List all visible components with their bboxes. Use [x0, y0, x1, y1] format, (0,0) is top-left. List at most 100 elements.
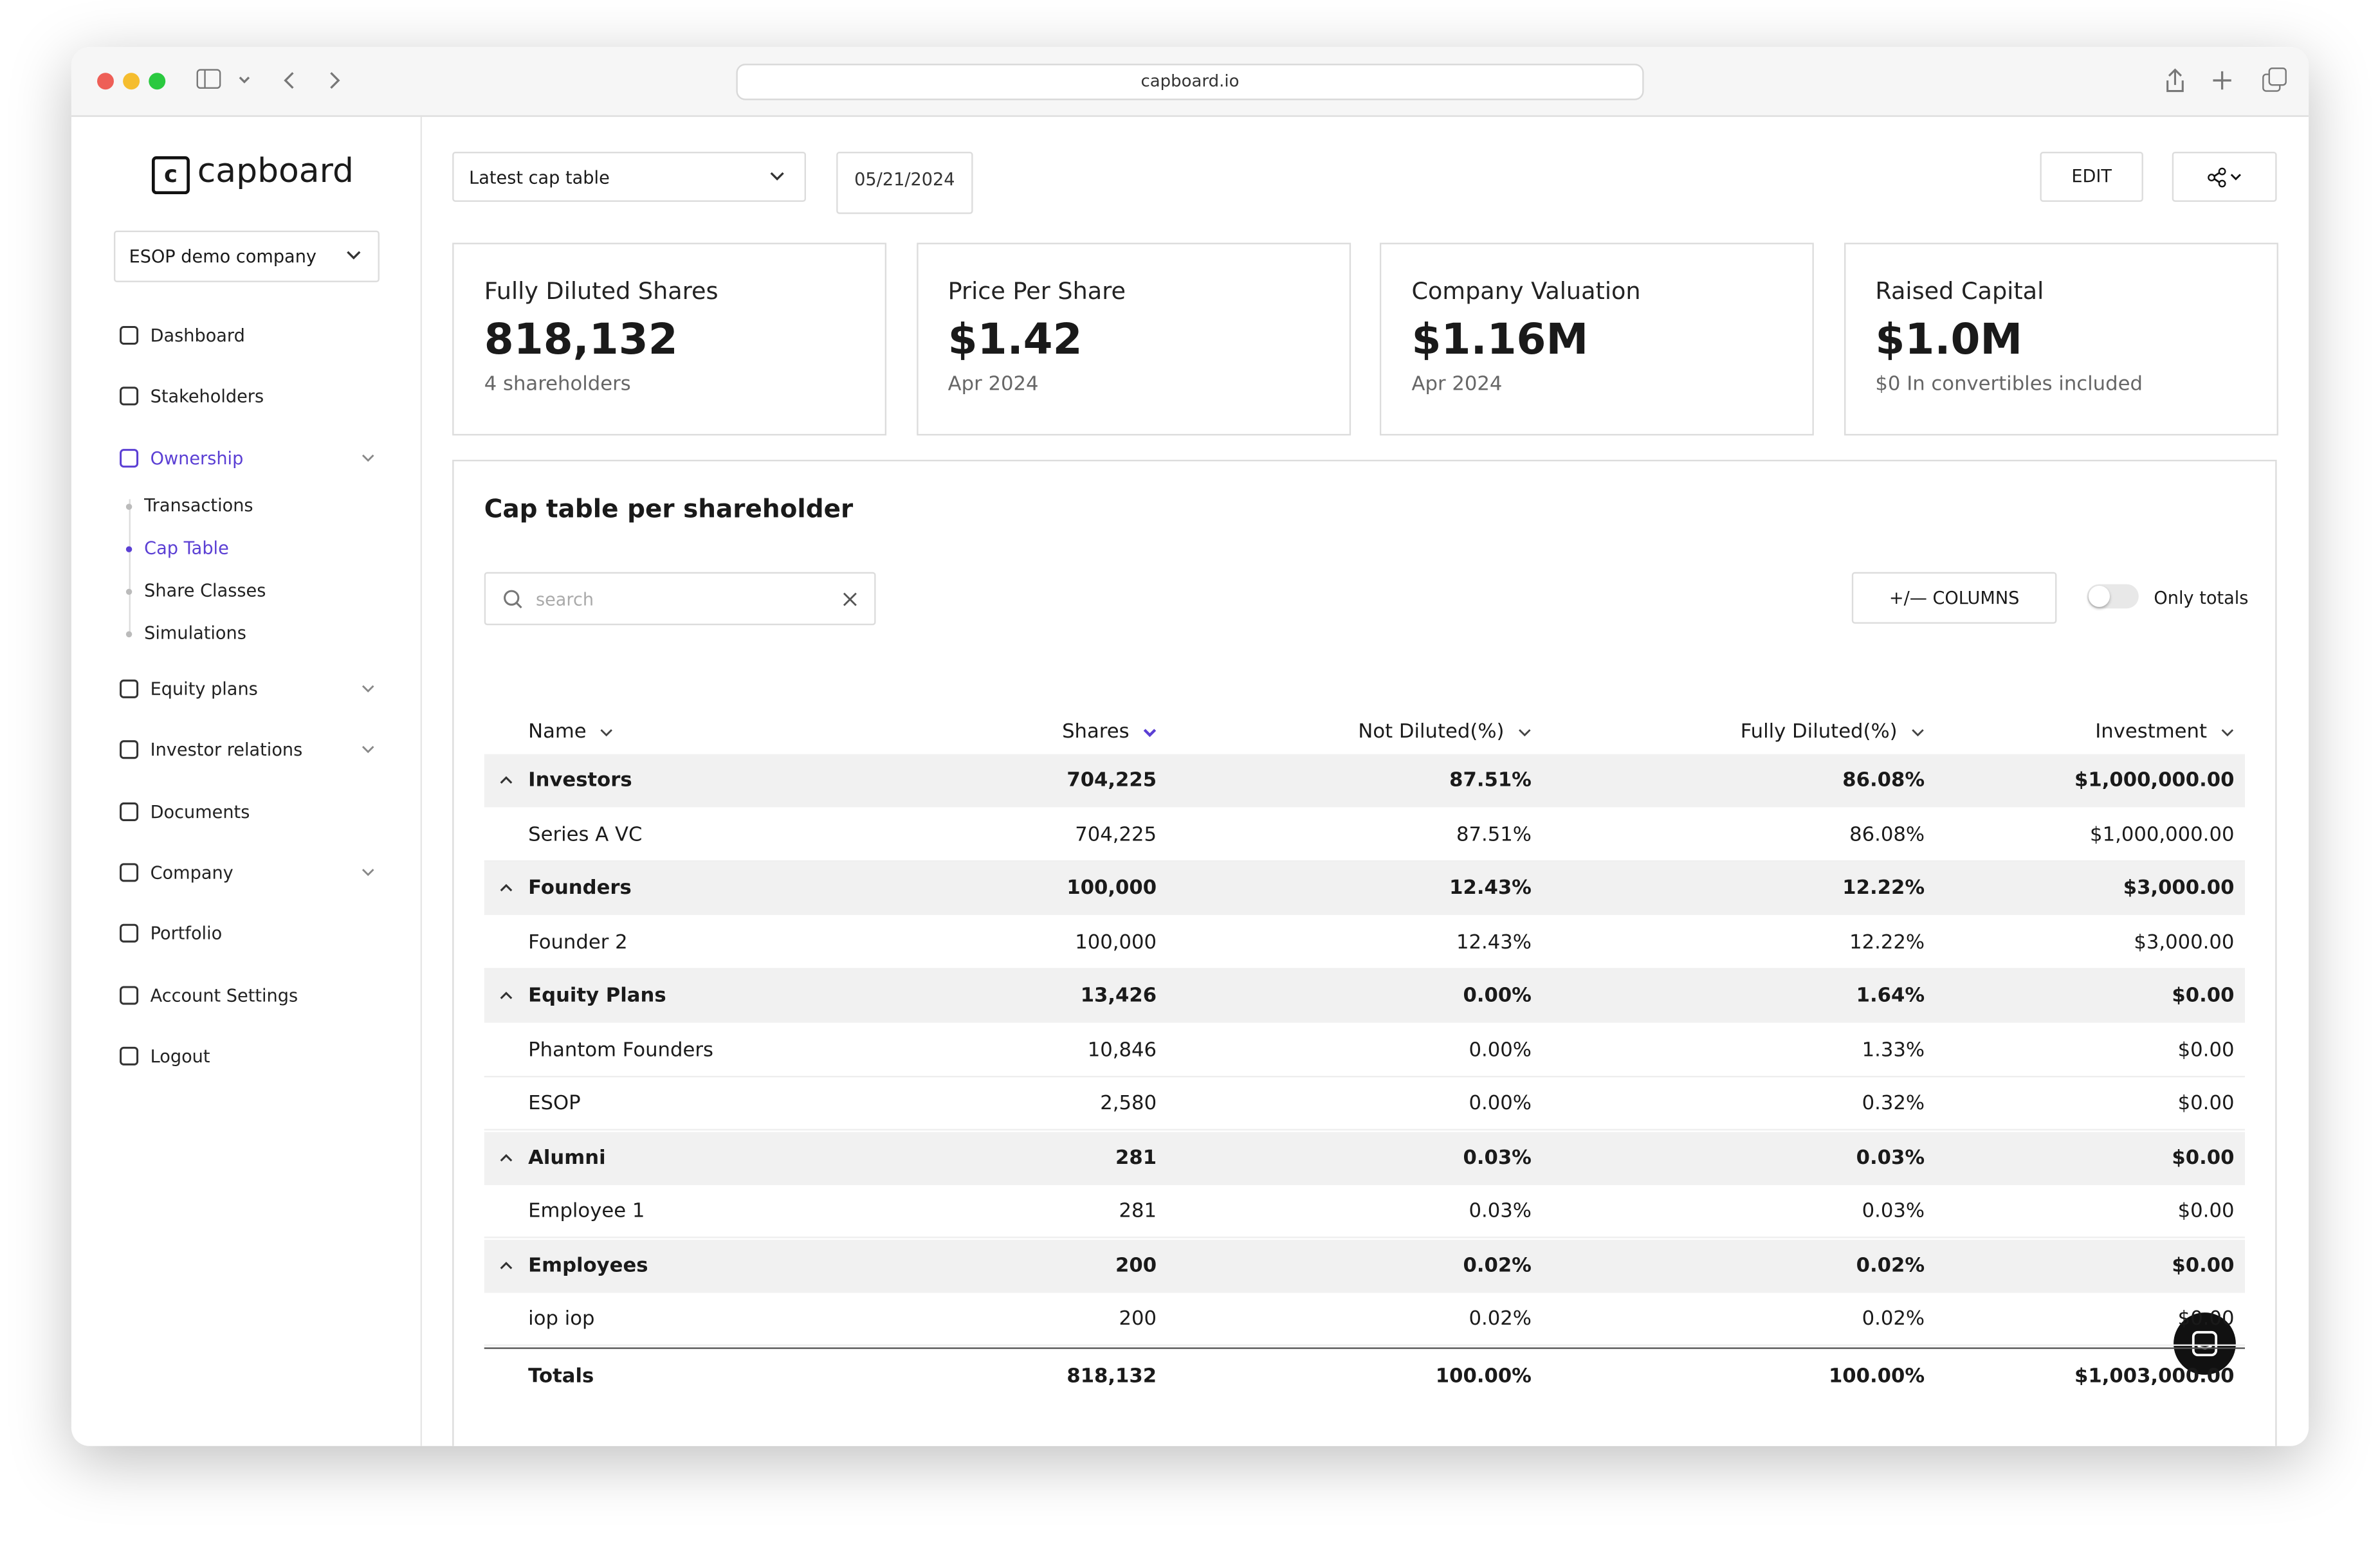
collapse[interactable] — [499, 991, 513, 1000]
nav-item[interactable]: Investor relations — [150, 739, 303, 761]
nav-item[interactable]: Portfolio — [150, 923, 223, 945]
cap-table-select[interactable]: Latest cap table — [452, 151, 807, 202]
sort-icon — [1143, 729, 1157, 738]
stat-sub: Apr 2024 — [947, 373, 1039, 396]
cell: $0.00 — [2172, 984, 2235, 1008]
cell: 281 — [1119, 1200, 1157, 1223]
cell: 281 — [1115, 1146, 1157, 1170]
title-bar: capboard.io — [71, 47, 2309, 117]
column-header[interactable]: Fully Diluted(%) — [1741, 721, 1925, 743]
cell: Alumni — [528, 1146, 606, 1170]
nav-icon — [120, 679, 139, 698]
cell: Founder 2 — [528, 930, 628, 954]
cell: Phantom Founders — [528, 1039, 713, 1062]
stat-sub: Apr 2024 — [1411, 373, 1503, 396]
cell: $0.00 — [2177, 1308, 2235, 1331]
nav-buttons[interactable] — [196, 68, 347, 93]
cell: 200 — [1115, 1254, 1157, 1277]
sub-dot — [125, 503, 133, 510]
column-header[interactable]: Not Diluted(%) — [1358, 721, 1532, 743]
sub-dot — [125, 588, 133, 595]
close[interactable] — [97, 73, 114, 90]
search[interactable]: search — [484, 572, 876, 626]
stat-label: Price Per Share — [947, 277, 1126, 305]
chevron — [347, 251, 361, 260]
cell: 1.64% — [1856, 984, 1925, 1008]
column-header[interactable]: Investment — [2095, 721, 2234, 743]
cell: 0.02% — [1463, 1254, 1532, 1277]
cell: 87.51% — [1449, 769, 1532, 792]
nav-item[interactable]: Documents — [150, 800, 250, 822]
sub-item[interactable]: Simulations — [144, 622, 246, 644]
column-header[interactable]: Name — [528, 721, 613, 743]
nav-item[interactable]: Logout — [150, 1045, 210, 1067]
cell: $3,000.00 — [2123, 876, 2235, 900]
cell: 12.22% — [1849, 930, 1925, 954]
collapse[interactable] — [499, 1152, 513, 1161]
cell: 12.43% — [1449, 876, 1532, 900]
collapse[interactable] — [499, 883, 513, 892]
minimize[interactable] — [123, 73, 140, 90]
sub-item[interactable]: Share Classes — [144, 579, 266, 601]
cell: Investors — [528, 769, 632, 792]
share-icon — [2208, 167, 2241, 188]
cell: 0.32% — [1862, 1092, 1925, 1116]
nav-item[interactable]: Ownership — [150, 448, 244, 469]
nav-item[interactable]: Stakeholders — [150, 385, 264, 407]
edit-button[interactable]: EDIT — [2040, 151, 2143, 202]
columns-button[interactable]: +/— COLUMNS — [1851, 572, 2057, 624]
group-row: Equity Plans 13,426 0.00% 1.64% $0.00 — [484, 969, 2245, 1023]
stat-value: $1.42 — [947, 314, 1083, 365]
stat-card: Fully Diluted Shares 818,132 4 shareholder… — [452, 242, 887, 436]
search-icon — [504, 590, 522, 609]
expand[interactable] — [362, 684, 375, 693]
cell: $0.00 — [2172, 1146, 2235, 1170]
toggle-label: Only totals — [2154, 587, 2249, 609]
clear[interactable] — [843, 592, 858, 607]
nav-item[interactable]: Equity plans — [150, 678, 258, 700]
date-input[interactable]: 05/21/2024 — [836, 151, 973, 214]
cell: 10,846 — [1087, 1039, 1157, 1062]
nav-item[interactable]: Company — [150, 862, 233, 884]
sub-dot — [125, 631, 133, 638]
cell: $0.00 — [2172, 1254, 2235, 1277]
cell: 818,132 — [1066, 1365, 1157, 1389]
collapse[interactable] — [499, 776, 513, 785]
sub-item[interactable]: Cap Table — [144, 537, 229, 559]
collapse[interactable] — [499, 1260, 513, 1269]
cell: 100.00% — [1828, 1365, 1925, 1389]
nav-icon — [120, 325, 139, 345]
nav-icon — [120, 924, 139, 943]
company-select[interactable]: ESOP demo company — [113, 230, 380, 282]
cell: $0.00 — [2177, 1039, 2235, 1062]
stat-sub: $0 In convertibles included — [1875, 373, 2143, 396]
cell: 704,225 — [1075, 823, 1157, 846]
sub-line — [129, 499, 131, 633]
expand[interactable] — [362, 454, 375, 463]
cell: 1.33% — [1862, 1039, 1925, 1062]
cell: Equity Plans — [528, 984, 666, 1008]
cell: Series A VC — [528, 823, 643, 846]
totals-row: Totals 818,132 100.00% 100.00% $1,003,000.00 — [484, 1347, 2245, 1402]
cell: $0.00 — [2177, 1200, 2235, 1223]
browser-actions[interactable] — [2163, 67, 2293, 94]
zoom[interactable] — [149, 73, 166, 90]
stat-value: $1.16M — [1411, 314, 1589, 365]
stat-card: Raised Capital $1.0M $0 In convertibles in… — [1843, 242, 2278, 436]
address-bar[interactable]: capboard.io — [736, 64, 1644, 100]
stat-label: Company Valuation — [1411, 277, 1641, 305]
nav-icon — [120, 801, 139, 821]
cell: 100.00% — [1435, 1365, 1532, 1389]
share-button[interactable] — [2172, 151, 2277, 202]
cell: 13,426 — [1080, 984, 1157, 1008]
browser-window: capboard.io c capboard ESOP demo company… — [71, 47, 2309, 1446]
toggle[interactable] — [2087, 584, 2139, 609]
company-name: ESOP demo company — [129, 246, 316, 268]
nav-item[interactable]: Account Settings — [150, 984, 298, 1006]
column-header[interactable]: Shares — [1062, 721, 1157, 743]
expand[interactable] — [362, 745, 375, 754]
expand[interactable] — [362, 867, 375, 876]
cell: 0.03% — [1463, 1146, 1532, 1170]
nav-item[interactable]: Dashboard — [150, 324, 245, 347]
sub-item[interactable]: Transactions — [144, 494, 253, 516]
